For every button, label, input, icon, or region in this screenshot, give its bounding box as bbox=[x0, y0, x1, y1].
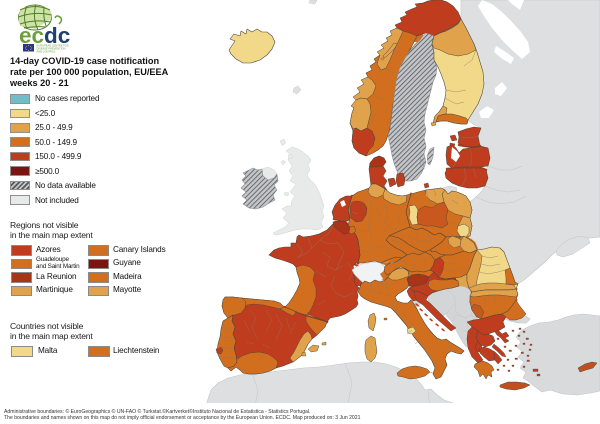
svg-text:EUROPEAN CENTRE FOR: EUROPEAN CENTRE FOR bbox=[37, 44, 69, 48]
svg-text:AND CONTROL: AND CONTROL bbox=[37, 50, 56, 54]
svg-text:DISEASE PREVENTION: DISEASE PREVENTION bbox=[37, 47, 66, 51]
svg-text:ecdc: ecdc bbox=[19, 23, 70, 48]
